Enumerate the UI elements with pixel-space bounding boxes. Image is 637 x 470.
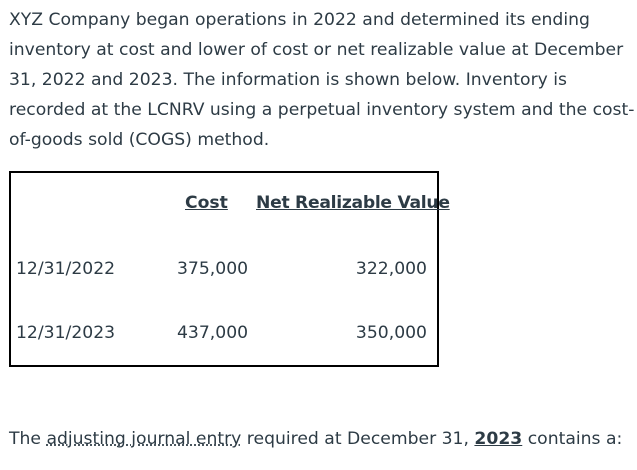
table-row-date: 12/31/2022 <box>16 259 116 279</box>
intro-line: XYZ Company began operations in 2022 and… <box>9 10 590 30</box>
inventory-table: Cost Net Realizable Value 12/31/2022 375… <box>9 171 450 367</box>
question-part: contains a: <box>522 429 623 449</box>
question-part: The <box>9 429 47 449</box>
question-year: 2023 <box>474 429 523 449</box>
table-row-nrv: 350,000 <box>355 323 427 343</box>
question-text: The adjusting journal entry required at … <box>9 429 622 449</box>
intro-line: of-goods sold (COGS) method. <box>9 130 270 150</box>
nrv-column-header: Net Realizable Value <box>256 193 450 213</box>
adjusting-journal-entry-link[interactable]: adjusting journal entry <box>46 429 242 449</box>
intro-line: recorded at the LCNRV using a perpetual … <box>9 100 635 120</box>
question-part: required at December 31, <box>241 429 475 449</box>
table-row-nrv: 322,000 <box>355 259 427 279</box>
table-row-cost: 375,000 <box>177 259 249 279</box>
table-row-cost: 437,000 <box>177 323 249 343</box>
table-row-date: 12/31/2023 <box>16 323 116 343</box>
cost-column-header: Cost <box>185 193 228 213</box>
intro-line: 31, 2022 and 2023. The information is sh… <box>9 70 567 90</box>
intro-line: inventory at cost and lower of cost or n… <box>9 40 624 60</box>
intro-paragraph: XYZ Company began operations in 2022 and… <box>9 5 637 155</box>
